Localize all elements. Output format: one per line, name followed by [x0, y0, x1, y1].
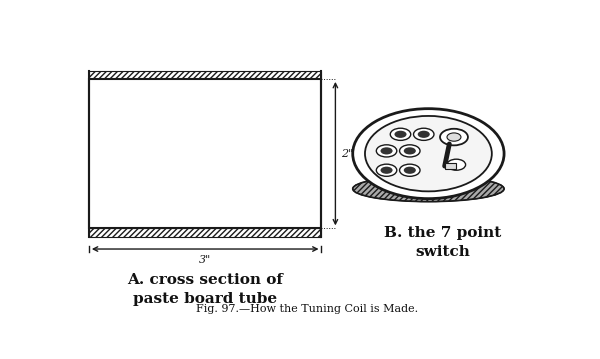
Text: Fig. 97.—How the Tuning Coil is Made.: Fig. 97.—How the Tuning Coil is Made. — [196, 304, 419, 314]
Circle shape — [447, 133, 461, 141]
Circle shape — [376, 145, 397, 157]
Circle shape — [380, 147, 392, 154]
Text: A. cross section of
paste board tube: A. cross section of paste board tube — [127, 272, 283, 306]
Circle shape — [447, 159, 466, 170]
Text: 2": 2" — [341, 149, 353, 159]
Circle shape — [440, 129, 468, 145]
Circle shape — [353, 109, 504, 199]
Ellipse shape — [353, 176, 504, 202]
Bar — [89, 228, 322, 237]
Circle shape — [394, 131, 407, 138]
Circle shape — [404, 147, 416, 154]
Bar — [89, 79, 322, 228]
Bar — [445, 163, 457, 169]
Text: B. the 7 point
switch: B. the 7 point switch — [384, 226, 501, 259]
Circle shape — [365, 116, 492, 191]
Bar — [89, 71, 322, 79]
Circle shape — [390, 128, 411, 140]
Circle shape — [404, 167, 416, 174]
Circle shape — [413, 128, 434, 140]
Circle shape — [400, 145, 420, 157]
Text: 3": 3" — [199, 255, 211, 265]
Circle shape — [400, 164, 420, 176]
Circle shape — [380, 167, 392, 174]
Circle shape — [418, 131, 430, 138]
Circle shape — [376, 164, 397, 176]
